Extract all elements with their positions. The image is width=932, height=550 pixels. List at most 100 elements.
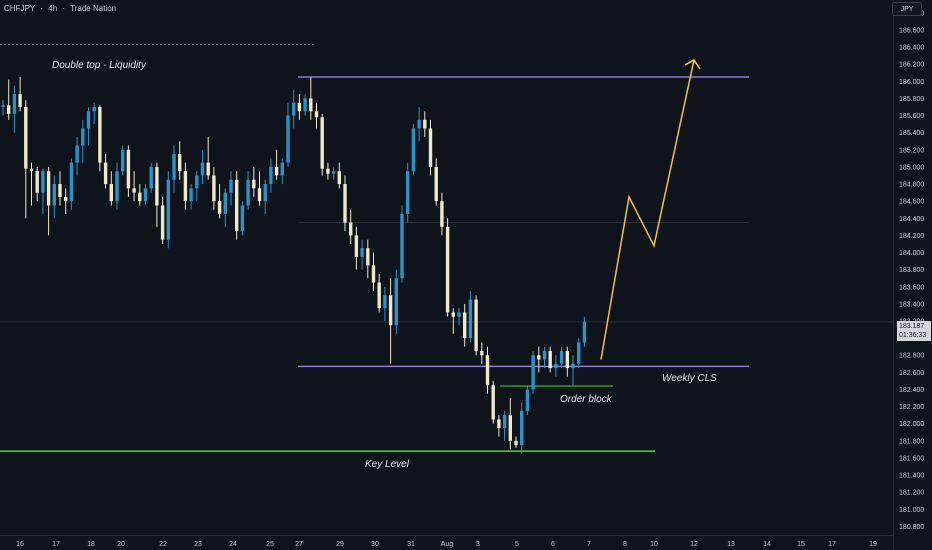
candle-body <box>166 179 170 240</box>
candle-body <box>485 355 490 386</box>
candle-body <box>463 312 467 339</box>
candle-body <box>1 105 5 107</box>
candle-body <box>428 128 433 167</box>
candle-body <box>417 119 421 129</box>
weekly-cls-annotation[interactable]: Weekly CLS <box>662 373 717 384</box>
candle-body <box>92 107 96 112</box>
candle-body <box>554 363 558 369</box>
candle-body <box>212 175 216 202</box>
price-tick-label: 181.000 <box>899 507 924 514</box>
horizontal-levels <box>0 44 893 452</box>
candle-body <box>217 201 222 214</box>
candle-body <box>559 350 564 364</box>
time-tick-label: 27 <box>295 541 303 548</box>
candle-body <box>434 166 438 202</box>
candle-body <box>388 295 393 326</box>
price-tick-label: 181.800 <box>899 438 924 445</box>
time-tick-label: 6 <box>551 541 555 548</box>
candle-body <box>337 171 341 185</box>
interval-label: 4h <box>48 4 58 13</box>
candle-body <box>383 295 387 309</box>
candle-body <box>542 350 547 360</box>
candle-body <box>64 196 68 202</box>
candle-body <box>314 111 319 118</box>
candle-body <box>195 175 199 189</box>
price-tick-label: 186.600 <box>899 27 924 34</box>
candle-body <box>292 102 296 116</box>
candle-body <box>200 162 205 176</box>
candle-body <box>132 188 136 193</box>
candle-body <box>480 350 484 356</box>
time-tick-label: 29 <box>336 541 344 548</box>
projection-arrowhead <box>684 58 701 70</box>
candle-body <box>371 265 376 283</box>
candle-body <box>121 149 125 172</box>
candle-body <box>115 171 119 202</box>
key-level-annotation[interactable]: Key Level <box>365 459 409 470</box>
candle-body <box>366 248 370 266</box>
price-tick-label: 182.800 <box>899 353 924 360</box>
price-tick-label: 186.400 <box>899 45 924 52</box>
price-tick-label: 181.600 <box>899 455 924 462</box>
candle-body <box>189 188 193 202</box>
price-tick-label: 185.000 <box>899 164 924 171</box>
candle-body <box>24 107 28 169</box>
candle-body <box>531 355 535 390</box>
candle-body <box>548 350 552 369</box>
candle-body <box>491 385 495 420</box>
candle-body <box>565 350 569 369</box>
candle-body <box>52 184 56 206</box>
candle-body <box>440 201 444 227</box>
candle-body <box>571 363 575 369</box>
candle-body <box>406 171 410 214</box>
price-tick-label: 182.400 <box>899 387 924 394</box>
candle-body <box>286 115 290 163</box>
time-tick-label: 13 <box>727 541 735 548</box>
time-tick-label: 17 <box>828 541 836 548</box>
candle-body <box>577 342 581 364</box>
candle-body <box>75 145 79 163</box>
candle-body <box>240 205 245 232</box>
price-tick-label: 184.000 <box>899 250 924 257</box>
last-price-label: 183.187 01:36:33 <box>897 321 931 341</box>
time-tick-label: 8 <box>623 541 627 548</box>
candle-body <box>343 184 347 223</box>
candle-body <box>360 248 364 257</box>
time-tick-label: 5 <box>515 541 519 548</box>
candle-body <box>582 321 587 343</box>
price-tick-label: 180.800 <box>899 524 924 531</box>
time-tick-label: 20 <box>117 541 125 548</box>
candle-body <box>160 205 165 240</box>
candle-body <box>178 154 182 172</box>
price-tick-label: 183.400 <box>899 301 924 308</box>
last-price-value: 183.187 <box>899 323 925 330</box>
order-block-annotation[interactable]: Order block <box>560 394 612 405</box>
candle-body <box>246 179 250 206</box>
time-tick-label: 14 <box>763 541 771 548</box>
time-axis[interactable]: 16 17 18 20 22 23 24 25 27 29 30 31 Aug 3 5 6 7 8 10 12 13 14… <box>16 541 877 548</box>
price-tick-label: 183.600 <box>899 284 924 291</box>
candle-body <box>12 94 17 114</box>
currency-button[interactable]: JPY <box>892 2 922 16</box>
candle-body <box>29 168 34 172</box>
candle-body <box>303 98 307 112</box>
symbol-legend[interactable]: CHFJPY · 4h · Trade Nation <box>4 4 119 13</box>
candle-body <box>229 179 233 193</box>
candle-body <box>297 102 302 112</box>
bar-countdown: 01:36:33 <box>899 332 927 339</box>
candle-body <box>223 192 227 214</box>
candle-body <box>98 107 102 163</box>
time-tick-label: 23 <box>194 541 202 548</box>
price-tick-label: 181.400 <box>899 473 924 480</box>
candle-body <box>109 184 113 202</box>
candle-body <box>309 98 313 112</box>
candle-body <box>7 105 11 114</box>
time-tick-label: 3 <box>476 541 480 548</box>
time-tick-label: 17 <box>52 541 60 548</box>
double-top-annotation[interactable]: Double top - Liquidity <box>52 60 146 71</box>
time-tick-label: 7 <box>587 541 591 548</box>
candle-body <box>155 166 159 206</box>
candle-body <box>274 166 279 176</box>
